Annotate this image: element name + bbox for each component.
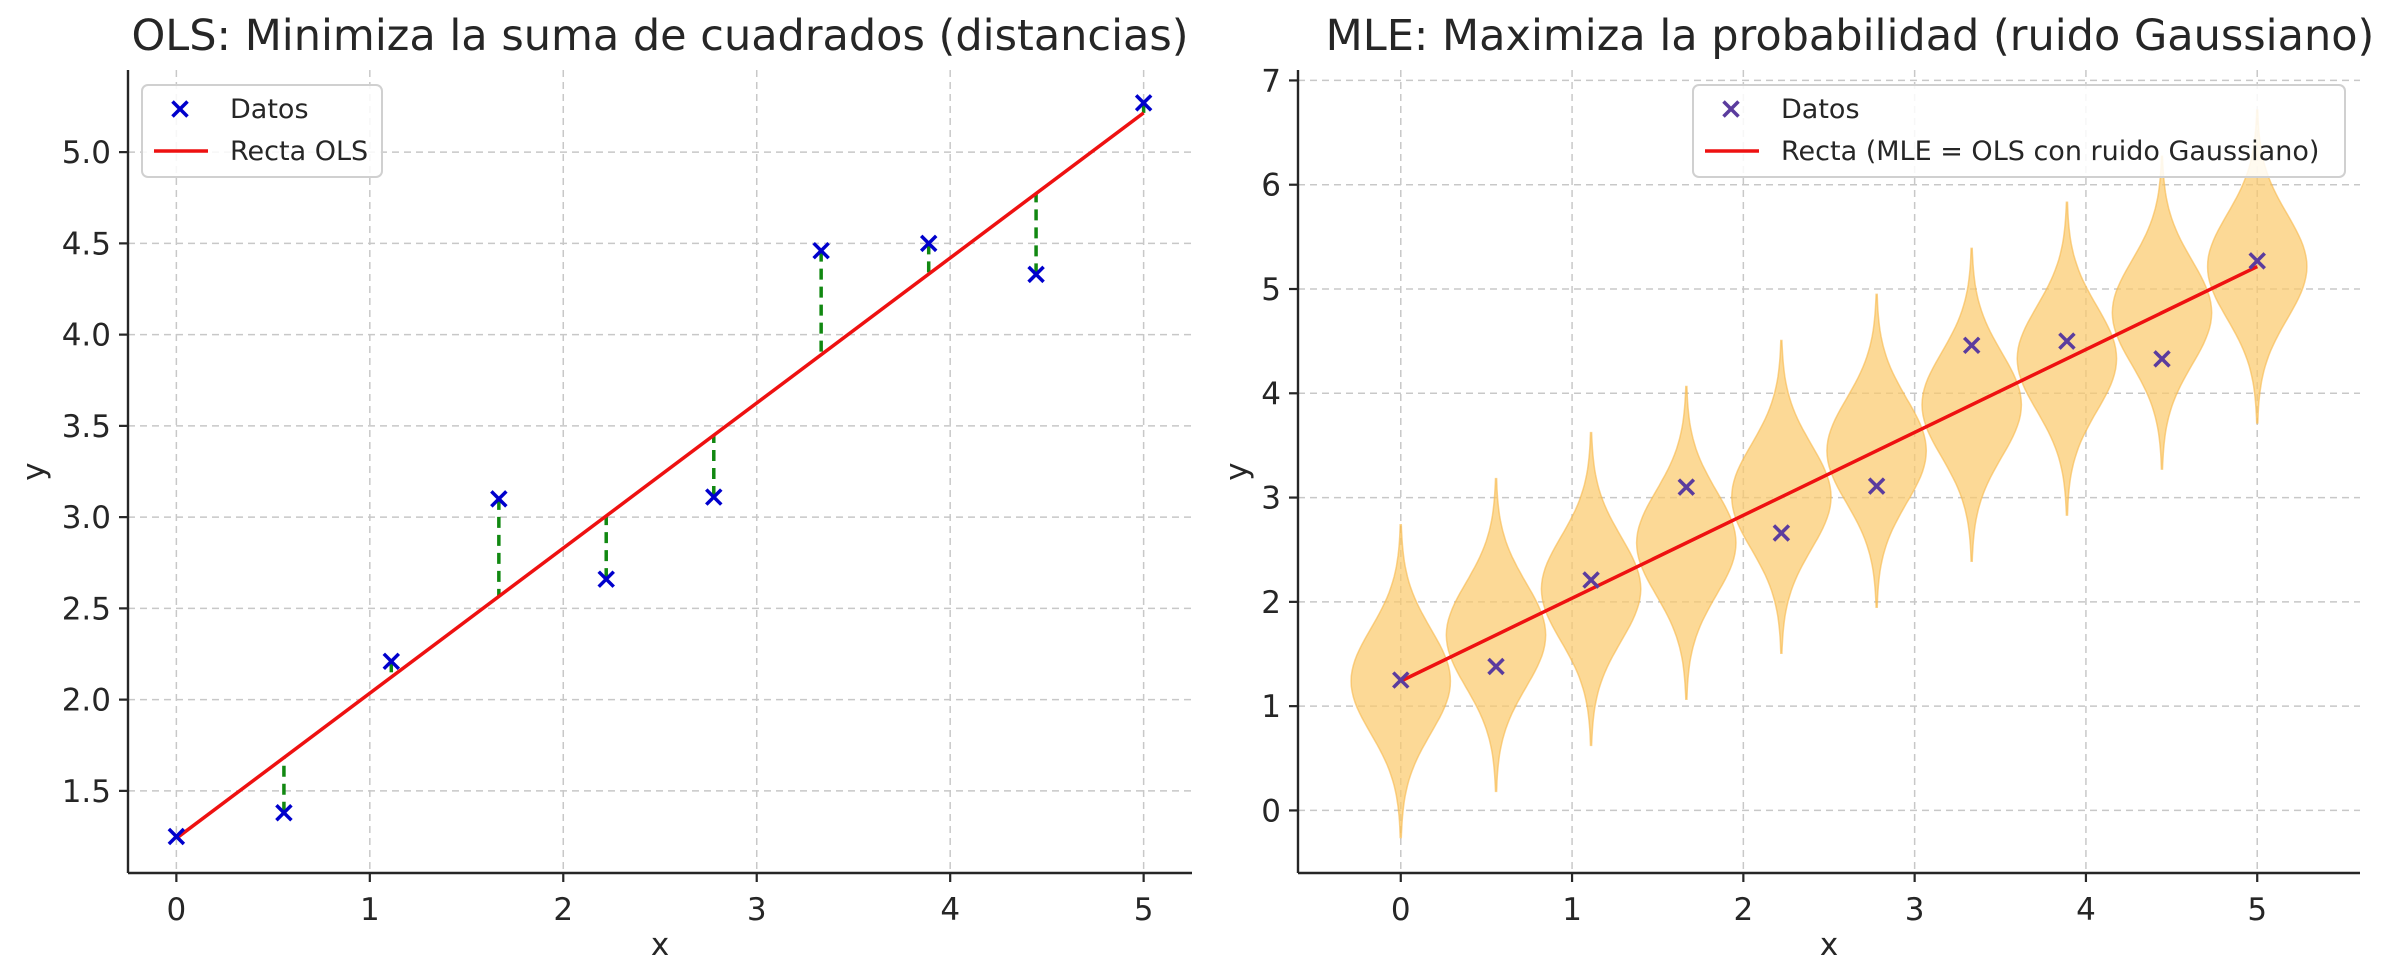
mle-data-point	[1487, 657, 1505, 676]
ols-data-point	[919, 234, 938, 253]
mle-data-point	[1582, 571, 1600, 589]
ols-legend-marker	[171, 100, 189, 118]
ols-legend-box	[141, 84, 383, 178]
mle-regression-line	[1400, 265, 2258, 683]
ols-y-tick-label: 3.5	[62, 409, 111, 445]
mle-data-point-stroke	[1487, 657, 1505, 676]
ols-y-tick-label: 5.0	[62, 135, 111, 171]
mle-x-tick-label: 3	[1905, 892, 1925, 928]
mle-panel: MLE: Maximiza la probabilidad (ruido Gau…	[1219, 11, 2374, 963]
ols-data-point	[1134, 94, 1153, 112]
mle-legend-label-datos: Datos	[1781, 94, 1860, 125]
mle-x-tick-label: 0	[1391, 892, 1411, 928]
ols-grid	[128, 70, 1192, 873]
mle-x-tick-label: 2	[1733, 892, 1753, 928]
ols-y-tick-label: 1.5	[62, 774, 111, 810]
ols-data-point	[490, 490, 508, 508]
mle-data-point	[1962, 336, 1981, 355]
ols-data-point-stroke	[382, 652, 401, 671]
mle-legend-marker-stroke	[1722, 100, 1740, 118]
ols-data-point-stroke	[1134, 94, 1153, 112]
mle-y-tick-label: 6	[1261, 168, 1281, 204]
mle-y-tick-label: 2	[1261, 585, 1281, 621]
ols-y-tick-label: 4.5	[62, 226, 111, 262]
ols-legend-marker-stroke	[171, 100, 189, 118]
ols-data-point	[1027, 265, 1045, 284]
ols-legend: Datos Recta OLS	[141, 84, 383, 178]
mle-y-tick-label: 7	[1261, 63, 1281, 99]
mle-data-point-stroke	[2153, 350, 2171, 368]
mle-y-tick-label: 1	[1261, 689, 1281, 725]
mle-x-tick-label: 1	[1562, 892, 1582, 928]
ols-y-tick-label: 2.0	[62, 683, 111, 719]
mle-y-tick-label: 4	[1261, 376, 1281, 412]
ols-x-axis-label: x	[651, 927, 669, 963]
mle-y-tick-label: 0	[1261, 793, 1281, 829]
ols-data-point-stroke	[275, 804, 293, 822]
mle-x-tick-label: 4	[2076, 892, 2096, 928]
ols-data-point	[597, 570, 615, 588]
ols-y-axis-label: y	[16, 462, 52, 480]
ols-data-point-stroke	[167, 827, 186, 846]
mle-y-tick-label: 5	[1261, 272, 1281, 308]
ols-panel: OLS: Minimiza la suma de cuadrados (dist…	[16, 11, 1192, 963]
mle-data-point	[1772, 524, 1791, 542]
ols-data-point-stroke	[812, 241, 830, 260]
mle-data-point	[2153, 350, 2171, 368]
mle-data-point-stroke	[1962, 336, 1981, 355]
mle-y-axis-label: y	[1219, 462, 1255, 480]
mle-data-point-stroke	[1392, 671, 1410, 689]
mle-legend: Datos Recta (MLE = OLS con ruido Gaussia…	[1692, 84, 2346, 178]
ols-y-tick-label: 3.0	[62, 500, 111, 536]
mle-x-axis-label: x	[1820, 927, 1838, 963]
mle-y-tick-label: 3	[1261, 481, 1281, 517]
ols-data-point-stroke	[1027, 265, 1045, 284]
ols-y-tick-label: 4.0	[62, 318, 111, 354]
ols-data-point	[275, 804, 293, 822]
mle-data-point	[2058, 332, 2076, 350]
mle-data-point-stroke	[2058, 332, 2076, 350]
ols-data-point	[382, 652, 401, 671]
mle-data-point	[1677, 478, 1696, 496]
ols-x-tick-label: 3	[747, 892, 767, 928]
ols-data-point-stroke	[597, 570, 615, 588]
mle-grid	[1298, 70, 2360, 873]
ols-x-tick-label: 2	[553, 892, 573, 928]
mle-data-point-stroke	[1582, 571, 1600, 589]
ols-x-tick-label: 5	[1134, 892, 1154, 928]
ols-regression-line	[175, 111, 1145, 840]
ols-title: OLS: Minimiza la suma de cuadrados (dist…	[131, 11, 1188, 61]
ols-data-point-stroke	[705, 488, 723, 506]
ols-data-point	[167, 827, 186, 846]
mle-data-point-stroke	[1867, 477, 1886, 495]
ols-data-point-stroke	[490, 490, 508, 508]
ols-data-point-stroke	[919, 234, 938, 253]
mle-data-point-stroke	[1677, 478, 1696, 496]
ols-legend-label-datos: Datos	[230, 94, 309, 125]
mle-legend-box	[1692, 84, 2346, 178]
mle-data-point	[1392, 671, 1410, 689]
mle-legend-marker	[1722, 100, 1740, 118]
mle-data-point-stroke	[2248, 252, 2266, 270]
ols-data-point	[812, 241, 830, 260]
ols-data-point	[705, 488, 723, 506]
ols-x-tick-label: 4	[940, 892, 960, 928]
mle-data-point	[1867, 477, 1886, 495]
mle-legend-label-recta: Recta (MLE = OLS con ruido Gaussiano)	[1781, 136, 2319, 167]
mle-data-point-stroke	[1772, 524, 1791, 542]
ols-y-tick-label: 2.5	[62, 591, 111, 627]
mle-data-point	[2248, 252, 2266, 270]
mle-x-tick-label: 5	[2247, 892, 2267, 928]
ols-legend-label-recta: Recta OLS	[230, 136, 368, 167]
ols-x-tick-label: 0	[166, 892, 186, 928]
mle-title: MLE: Maximiza la probabilidad (ruido Gau…	[1326, 11, 2375, 61]
ols-x-tick-label: 1	[360, 892, 380, 928]
